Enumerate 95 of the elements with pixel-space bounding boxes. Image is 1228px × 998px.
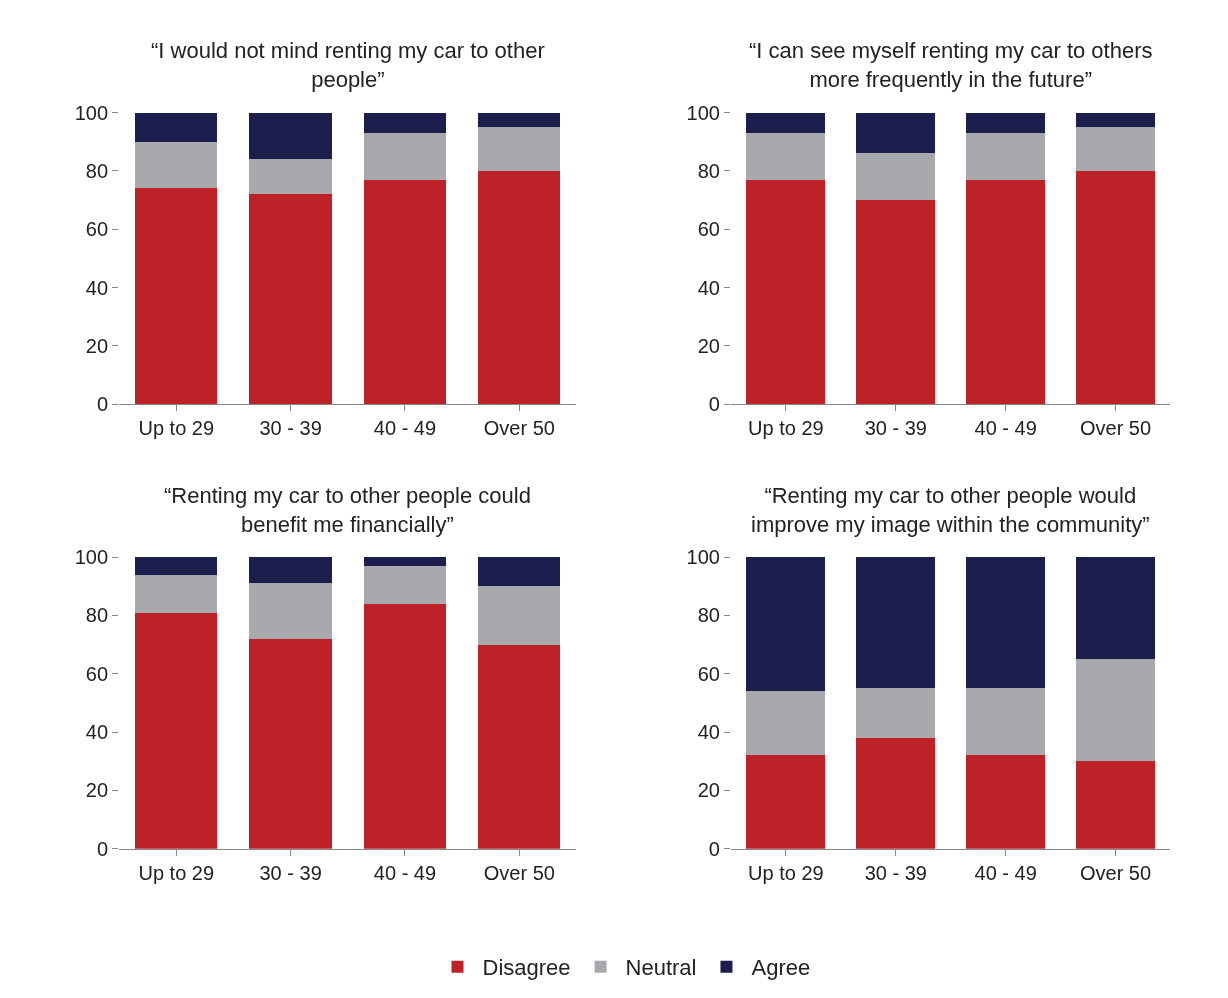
bar xyxy=(135,188,218,405)
y-tick-label: 40 xyxy=(697,721,720,744)
y-tick-label: 60 xyxy=(85,662,109,685)
bar xyxy=(249,159,332,195)
bar xyxy=(966,112,1046,134)
bar xyxy=(746,755,826,849)
y-tick-label: 40 xyxy=(85,276,109,299)
y-tick-label: 20 xyxy=(697,779,720,802)
bar xyxy=(478,586,561,645)
y-tick-label: 100 xyxy=(74,101,109,124)
bar xyxy=(249,557,332,584)
y-tick-label: 60 xyxy=(85,218,109,241)
bar xyxy=(135,557,218,575)
bar xyxy=(746,179,826,405)
x-tick-label: Over 50 xyxy=(483,417,555,440)
chart-title: “Renting my car to other people could benefit me financially” xyxy=(164,483,531,537)
bar xyxy=(363,565,447,604)
bar xyxy=(135,612,218,849)
bar xyxy=(363,179,447,405)
x-tick-label: 30 - 39 xyxy=(864,861,927,884)
y-tick-label: 40 xyxy=(697,276,720,299)
bar xyxy=(856,737,936,849)
bar xyxy=(1075,112,1156,128)
bar xyxy=(135,112,218,142)
x-tick-label: Up to 29 xyxy=(748,861,824,884)
x-tick-label: Over 50 xyxy=(483,861,555,884)
bar xyxy=(363,557,447,566)
bar xyxy=(249,638,332,849)
bar xyxy=(249,194,332,405)
y-tick-label: 100 xyxy=(74,546,109,569)
chart-title: “I would not mind renting my car to other people” xyxy=(151,38,545,92)
bar xyxy=(856,200,936,405)
x-tick-label: Up to 29 xyxy=(138,417,215,440)
y-tick-label: 20 xyxy=(85,779,109,802)
bar xyxy=(478,170,561,405)
bar xyxy=(966,557,1046,689)
x-tick-label: 40 - 49 xyxy=(373,861,437,884)
bar xyxy=(1075,557,1156,660)
x-tick-label: 40 - 49 xyxy=(373,417,437,440)
bar xyxy=(746,691,826,756)
bar xyxy=(363,112,447,134)
bar xyxy=(135,574,218,613)
y-tick-label: 20 xyxy=(697,334,720,357)
x-tick-label: Up to 29 xyxy=(748,417,824,440)
bar xyxy=(478,644,561,849)
bar xyxy=(966,133,1046,180)
x-tick-label: Over 50 xyxy=(1079,861,1152,884)
bar xyxy=(478,557,561,587)
y-tick-label: 80 xyxy=(697,604,720,627)
y-tick-label: 80 xyxy=(85,159,109,182)
y-tick-label: 20 xyxy=(85,334,109,357)
y-tick-label: 80 xyxy=(85,604,109,627)
y-tick-label: 80 xyxy=(697,159,720,182)
bar xyxy=(1075,761,1156,849)
chart-title: “I can see myself renting my car to others more frequently in the future” xyxy=(749,38,1153,92)
legend-label: Agree xyxy=(751,955,811,981)
bar xyxy=(249,583,332,639)
bar xyxy=(1075,127,1156,171)
y-tick-label: 60 xyxy=(697,662,720,685)
bar xyxy=(856,153,936,201)
x-tick-label: 30 - 39 xyxy=(259,417,322,440)
bar xyxy=(856,112,936,154)
chart-title: “Renting my car to other people would improve my image within the community” xyxy=(751,483,1150,537)
y-tick-label: 100 xyxy=(686,101,720,124)
bar xyxy=(1075,170,1156,405)
y-tick-label: 0 xyxy=(708,837,720,860)
x-tick-label: 40 - 49 xyxy=(974,861,1037,884)
x-tick-label: Over 50 xyxy=(1079,417,1152,440)
x-tick-label: Up to 29 xyxy=(138,861,215,884)
bar xyxy=(249,112,332,160)
bar xyxy=(966,755,1046,849)
y-tick-label: 0 xyxy=(96,837,109,860)
bar xyxy=(856,688,936,738)
bar xyxy=(746,557,826,692)
x-tick-label: 40 - 49 xyxy=(974,417,1037,440)
bar xyxy=(478,112,561,128)
legend-label: Disagree xyxy=(482,955,571,981)
y-tick-label: 0 xyxy=(708,393,720,416)
bar xyxy=(966,688,1046,756)
y-tick-label: 60 xyxy=(697,218,720,241)
y-tick-label: 40 xyxy=(85,721,109,744)
y-tick-label: 0 xyxy=(96,393,109,416)
bar xyxy=(1075,659,1156,762)
legend-label: Neutral xyxy=(625,955,697,981)
bar xyxy=(478,127,561,171)
y-tick-label: 100 xyxy=(686,546,720,569)
x-tick-label: 30 - 39 xyxy=(864,417,927,440)
bar xyxy=(746,133,826,180)
bar xyxy=(135,141,218,189)
bar xyxy=(966,179,1046,405)
bar xyxy=(746,112,826,134)
bar xyxy=(363,603,447,849)
bar xyxy=(363,133,447,180)
bar xyxy=(856,557,936,689)
x-tick-label: 30 - 39 xyxy=(259,861,322,884)
